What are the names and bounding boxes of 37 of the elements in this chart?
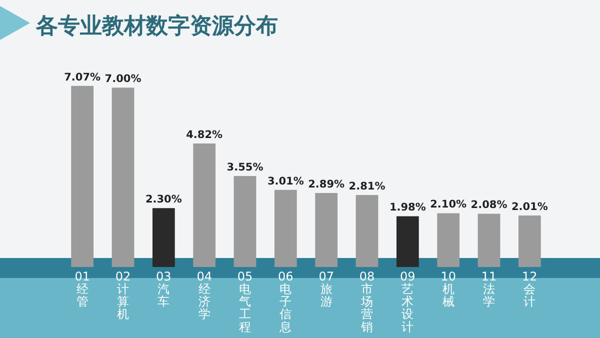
x-tick-label: 09 艺术设计 <box>400 269 416 334</box>
x-tick-label: 01 经管 <box>74 269 90 309</box>
data-label: 7.07% <box>64 71 102 84</box>
x-tick-label: 10 机械 <box>440 269 456 309</box>
bar <box>152 208 175 267</box>
bar <box>274 190 297 267</box>
bar <box>193 143 216 267</box>
data-label: 2.81% <box>348 180 386 192</box>
bar <box>234 176 256 267</box>
bar <box>518 215 541 267</box>
data-label: 2.30% <box>145 194 182 206</box>
data-label: 2.08% <box>470 199 508 212</box>
x-tick-label: 07 旅游 <box>318 269 334 309</box>
data-label: 2.01% <box>511 200 548 213</box>
x-tick-label: 02 计算机 <box>115 269 131 322</box>
data-label: 7.00% <box>104 73 142 86</box>
x-tick-label: 06 电子信息 <box>278 269 294 334</box>
x-tick-label: 12 会计 <box>522 269 538 309</box>
data-label: 1.98% <box>389 202 426 214</box>
data-label: 3.01% <box>267 175 304 188</box>
bar <box>356 194 378 267</box>
bar <box>437 213 460 267</box>
x-tick-label: 03 汽车 <box>156 269 172 309</box>
data-label: 3.55% <box>226 162 264 174</box>
x-tick-label: 05 电气工程 <box>237 269 253 334</box>
data-label: 2.10% <box>430 198 468 211</box>
bar <box>315 192 338 267</box>
bar <box>396 216 419 267</box>
x-tick-label: 08 市场营销 <box>359 269 375 334</box>
x-tick-label: 04 经济学 <box>196 269 212 322</box>
data-label: 4.82% <box>186 128 224 141</box>
bar <box>478 214 500 267</box>
bar <box>112 88 134 267</box>
chart-title: 各专业教材数字资源分布 <box>36 12 278 41</box>
x-tick-label: 11 法学 <box>481 269 497 309</box>
data-label: 2.89% <box>308 178 346 190</box>
bar <box>71 86 94 267</box>
